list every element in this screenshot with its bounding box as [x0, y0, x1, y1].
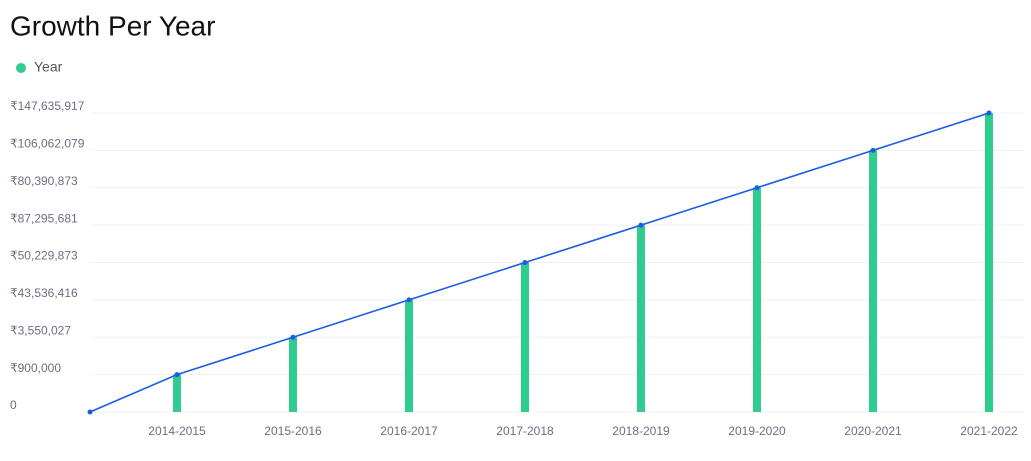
point	[986, 110, 992, 116]
bar	[405, 299, 413, 412]
y-tick-label: ₹87,295,681	[10, 211, 78, 225]
y-tick-label: 0	[10, 398, 17, 412]
bar	[753, 187, 761, 412]
chart-title: Growth Per Year	[10, 10, 215, 41]
point	[754, 185, 760, 191]
point	[522, 260, 528, 265]
x-tick-label: 2016-2017	[380, 424, 438, 438]
point	[174, 372, 180, 378]
bar	[521, 262, 529, 412]
x-tick-label: 2020-2021	[844, 424, 902, 438]
y-tick-label: ₹50,229,873	[10, 249, 78, 263]
y-tick-label: ₹80,390,873	[10, 174, 78, 188]
point	[870, 147, 876, 153]
point	[638, 222, 644, 228]
x-tick-label: 2014-2015	[148, 424, 206, 438]
legend-marker	[16, 63, 26, 73]
y-tick-label: ₹43,536,416	[10, 286, 78, 300]
x-tick-label: 2017-2018	[496, 424, 554, 438]
point	[87, 409, 93, 415]
x-tick-label: 2018-2019	[612, 424, 670, 438]
x-tick-label: 2021-2022	[960, 424, 1018, 438]
y-tick-label: ₹900,000	[10, 361, 61, 375]
y-tick-label: ₹147,635,917	[10, 99, 85, 113]
y-tick-label: ₹106,062,079	[10, 137, 85, 151]
bar	[173, 374, 181, 412]
x-tick-label: 2015-2016	[264, 424, 322, 438]
bar	[869, 150, 877, 412]
point	[406, 297, 412, 303]
bar	[289, 337, 297, 412]
legend-label: Year	[34, 59, 63, 75]
point	[290, 334, 296, 340]
bar	[637, 225, 645, 412]
x-tick-label: 2019-2020	[728, 424, 786, 438]
bar	[985, 113, 993, 412]
y-tick-label: ₹3,550,027	[10, 323, 71, 337]
